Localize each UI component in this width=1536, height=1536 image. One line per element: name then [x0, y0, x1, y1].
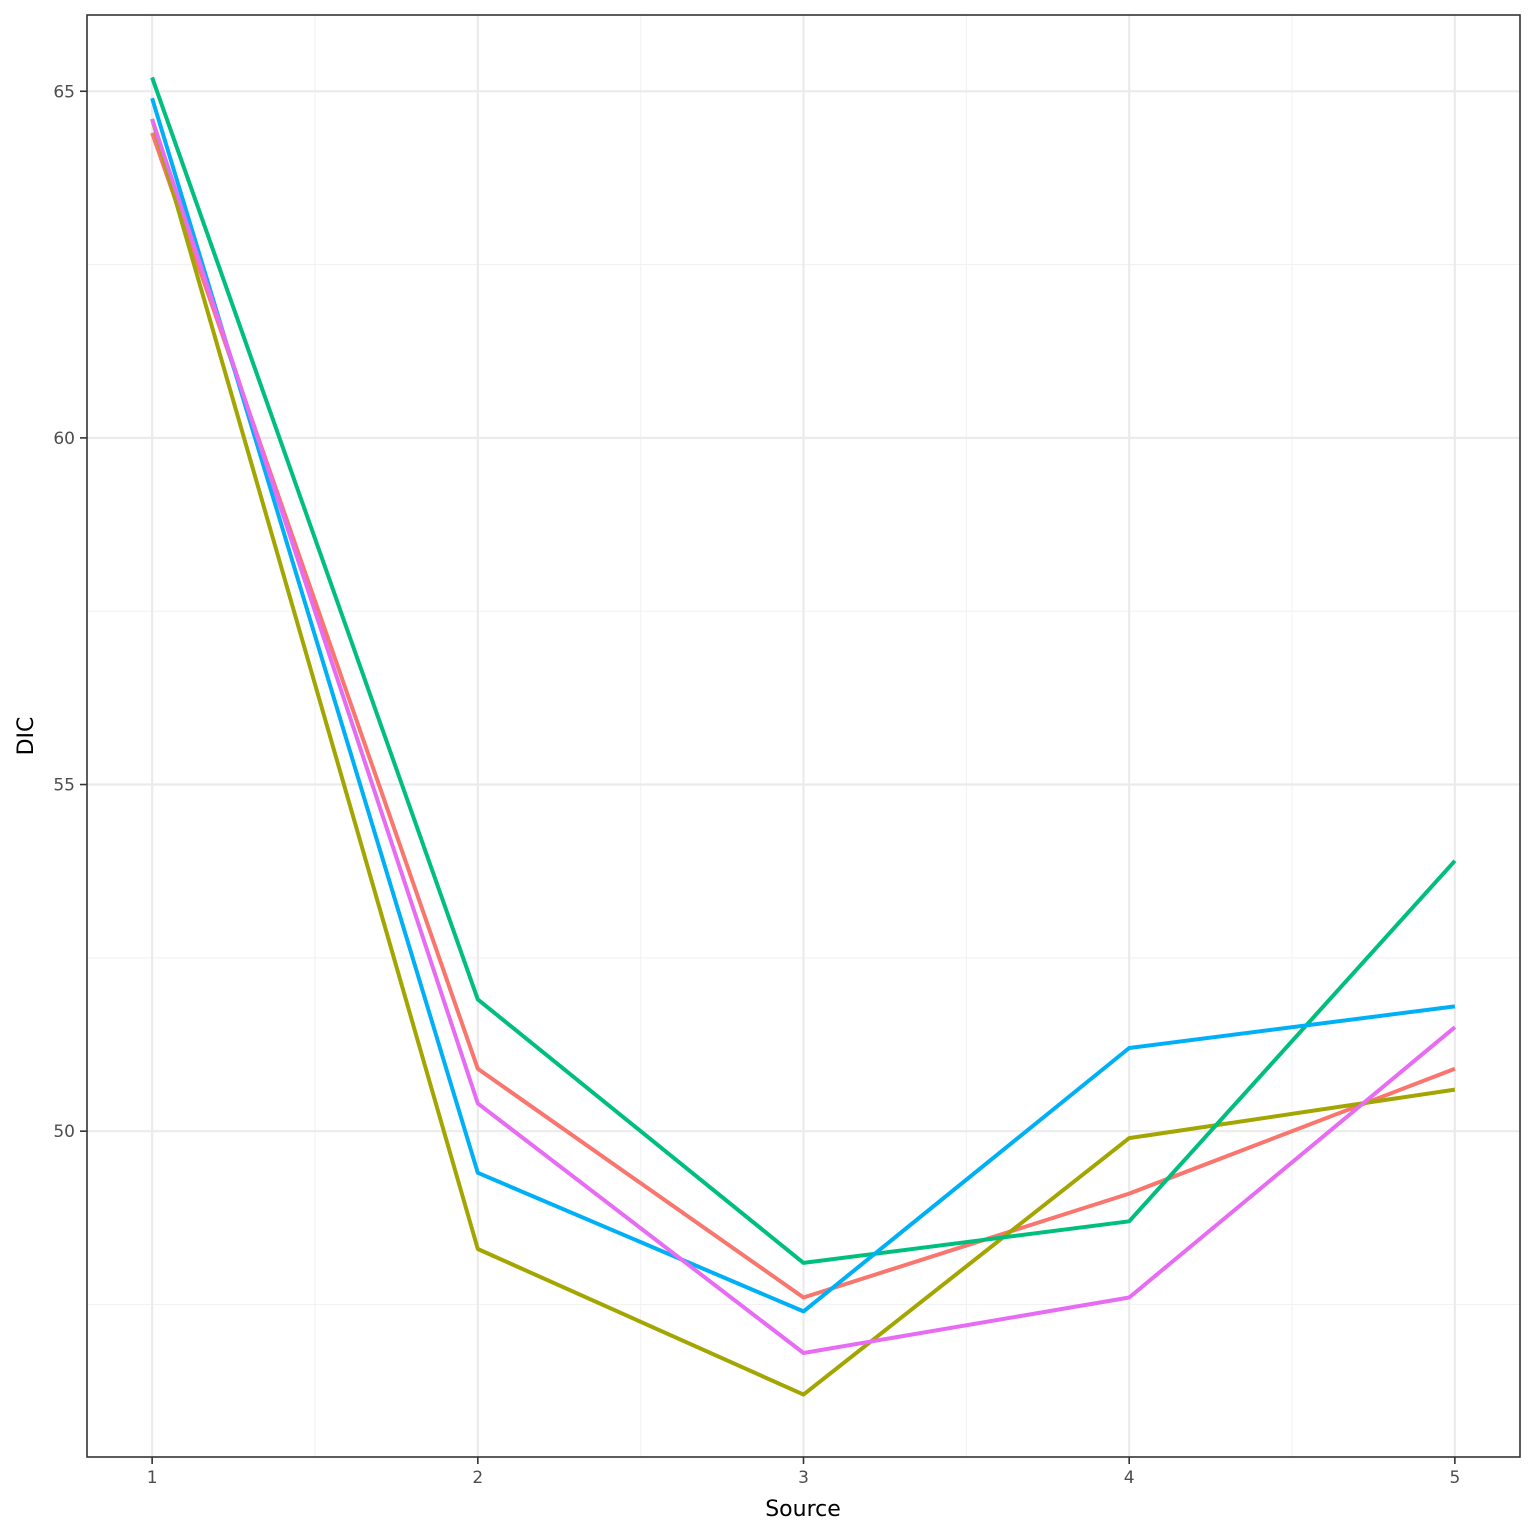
series-line-2	[150, 118, 1456, 1397]
x-axis-ticks: 1 2 3 4 5	[147, 1457, 1460, 1488]
series-line-3	[150, 76, 1457, 1265]
x-tick-label: 3	[798, 1468, 809, 1488]
x-tick-label: 2	[472, 1468, 483, 1488]
x-tick-label: 1	[147, 1468, 158, 1488]
series-line-1	[150, 132, 1456, 1300]
minor-gridlines-x	[314, 15, 1293, 1457]
x-axis-title: Source	[765, 1497, 841, 1522]
y-tick-label: 65	[53, 82, 75, 102]
series-line-4	[150, 97, 1456, 1314]
y-axis-title: DIC	[14, 717, 39, 756]
series-line-5	[150, 118, 1457, 1355]
x-tick-label: 4	[1124, 1468, 1135, 1488]
major-gridlines-y	[87, 90, 1520, 1133]
x-tick-label: 5	[1449, 1468, 1460, 1488]
y-axis-ticks: 50 55 60 65	[53, 82, 87, 1142]
y-tick-label: 60	[53, 429, 75, 449]
y-tick-label: 55	[53, 776, 75, 796]
major-gridlines-x	[151, 15, 1456, 1457]
y-tick-label: 50	[53, 1122, 75, 1142]
series-lines	[150, 76, 1457, 1397]
